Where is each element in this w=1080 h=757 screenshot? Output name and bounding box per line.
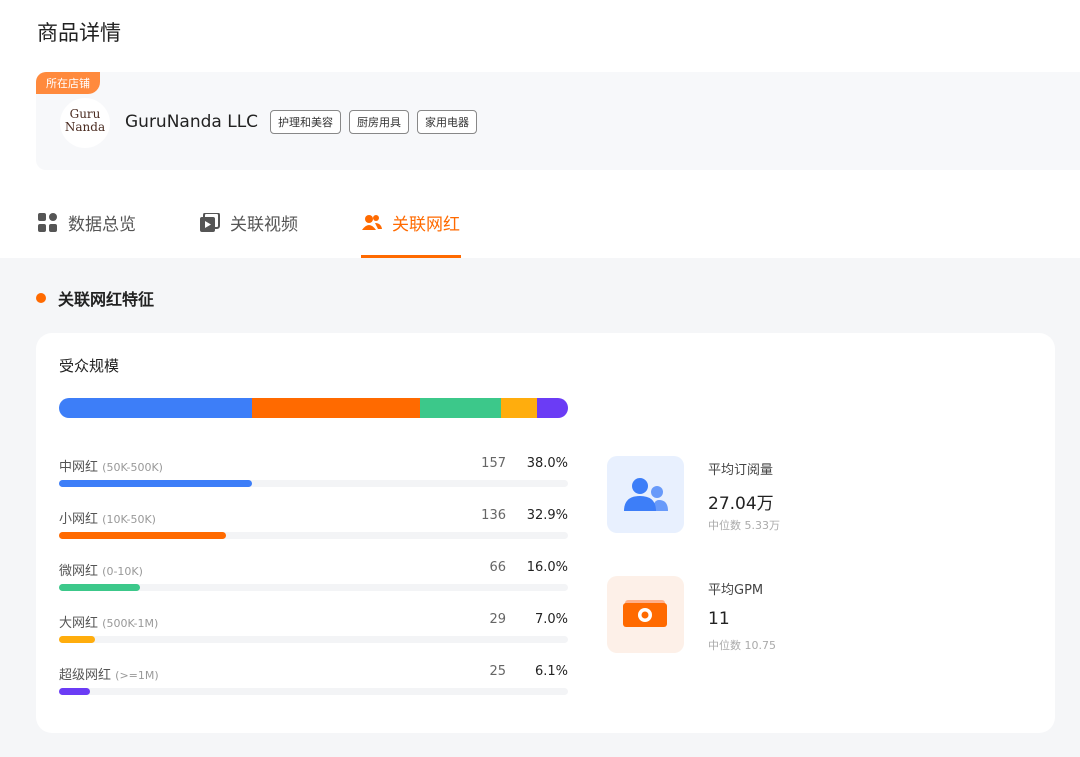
- row-name: 微网红: [59, 564, 99, 579]
- row-label: 微网红 (0-10K): [59, 560, 143, 579]
- row-name: 大网红: [59, 616, 99, 631]
- store-badge: 所在店铺: [36, 72, 100, 94]
- row-label: 大网红 (500K-1M): [59, 612, 158, 631]
- row-range: (50K-500K): [102, 461, 163, 474]
- audience-row: 大网红 (500K-1M) 29 7.0%: [59, 612, 568, 652]
- row-range: (>=1M): [115, 669, 159, 682]
- row-percent: 32.9%: [526, 508, 568, 523]
- row-name: 中网红: [59, 460, 99, 475]
- stat-value: 11: [708, 609, 730, 629]
- stat-median: 中位数 10.75: [708, 639, 776, 652]
- tab-label: 关联网红: [392, 215, 460, 235]
- stat-value: 27.04万: [708, 494, 774, 514]
- row-range: (500K-1M): [102, 617, 159, 630]
- audience-card: 受众规模 中网红 (50K-500K) 157 38.0% 小网红 (10K-50K)…: [36, 333, 1055, 733]
- row-name: 小网红: [59, 512, 99, 527]
- audience-row: 小网红 (10K-50K) 136 32.9%: [59, 508, 568, 548]
- row-count: 157: [481, 456, 506, 471]
- stat-label: 平均订阅量: [708, 463, 774, 478]
- stat-median: 中位数 5.33万: [708, 519, 780, 532]
- store-name[interactable]: GuruNanda LLC: [125, 112, 259, 132]
- row-label: 中网红 (50K-500K): [59, 456, 163, 475]
- store-logo: Guru Nanda: [60, 98, 110, 148]
- row-bar: [59, 636, 95, 643]
- audience-row: 中网红 (50K-500K) 157 38.0%: [59, 456, 568, 496]
- store-tag[interactable]: 家用电器: [417, 110, 477, 134]
- row-percent: 38.0%: [526, 456, 568, 471]
- row-bar: [59, 688, 91, 695]
- tab-label: 关联视频: [230, 215, 298, 235]
- store-tag[interactable]: 厨房用具: [349, 110, 409, 134]
- stat-label: 平均GPM: [708, 583, 764, 598]
- tab-label: 数据总览: [68, 215, 136, 235]
- section-dot: [36, 293, 46, 303]
- row-label: 小网红 (10K-50K): [59, 508, 156, 527]
- row-bar: [59, 584, 141, 591]
- stat-icon: [607, 456, 684, 533]
- stack-segment: [252, 398, 420, 418]
- stacked-bar: [59, 398, 568, 418]
- audience-row: 超级网红 (>=1M) 25 6.1%: [59, 664, 568, 704]
- row-count: 136: [481, 508, 506, 523]
- row-label: 超级网红 (>=1M): [59, 664, 159, 683]
- tab-icon: [200, 212, 220, 232]
- row-bar: [59, 532, 227, 539]
- card-title: 受众规模: [59, 357, 120, 375]
- stack-segment: [59, 398, 253, 418]
- stack-segment: [501, 398, 537, 418]
- stack-segment: [419, 398, 502, 418]
- store-tag[interactable]: 护理和美容: [270, 110, 341, 134]
- audience-row: 微网红 (0-10K) 66 16.0%: [59, 560, 568, 600]
- tab[interactable]: 关联视频: [200, 210, 298, 235]
- tab[interactable]: 关联网红: [362, 210, 460, 235]
- logo-text: Guru: [69, 107, 101, 121]
- row-range: (0-10K): [102, 565, 143, 578]
- row-percent: 16.0%: [526, 560, 568, 575]
- row-name: 超级网红: [59, 668, 112, 683]
- row-range: (10K-50K): [102, 513, 156, 526]
- tab-icon: [362, 214, 382, 230]
- row-count: 66: [489, 560, 506, 575]
- section-title: 关联网红特征: [36, 286, 154, 310]
- logo-text: Nanda: [64, 120, 106, 134]
- row-track: [59, 480, 568, 487]
- row-percent: 7.0%: [534, 612, 568, 627]
- stat-icon: [607, 576, 684, 653]
- store-card: 所在店铺 Guru Nanda GuruNanda LLC 护理和美容 厨房用具 家用…: [36, 72, 1080, 170]
- stack-segment: [536, 398, 568, 418]
- page-title: 商品详情: [37, 21, 121, 45]
- row-bar: [59, 480, 253, 487]
- row-track: [59, 688, 568, 695]
- row-count: 29: [489, 612, 506, 627]
- tab-icon: [38, 212, 57, 232]
- row-track: [59, 636, 568, 643]
- row-track: [59, 532, 568, 539]
- row-count: 25: [489, 664, 506, 679]
- tab-underline: [361, 255, 461, 258]
- section-text: 关联网红特征: [58, 290, 155, 309]
- row-percent: 6.1%: [534, 664, 568, 679]
- store-tags: 护理和美容 厨房用具 家用电器: [270, 110, 477, 134]
- icon-svg: [624, 478, 668, 511]
- row-track: [59, 584, 568, 591]
- tab[interactable]: 数据总览: [38, 210, 136, 235]
- icon-svg: [623, 600, 667, 627]
